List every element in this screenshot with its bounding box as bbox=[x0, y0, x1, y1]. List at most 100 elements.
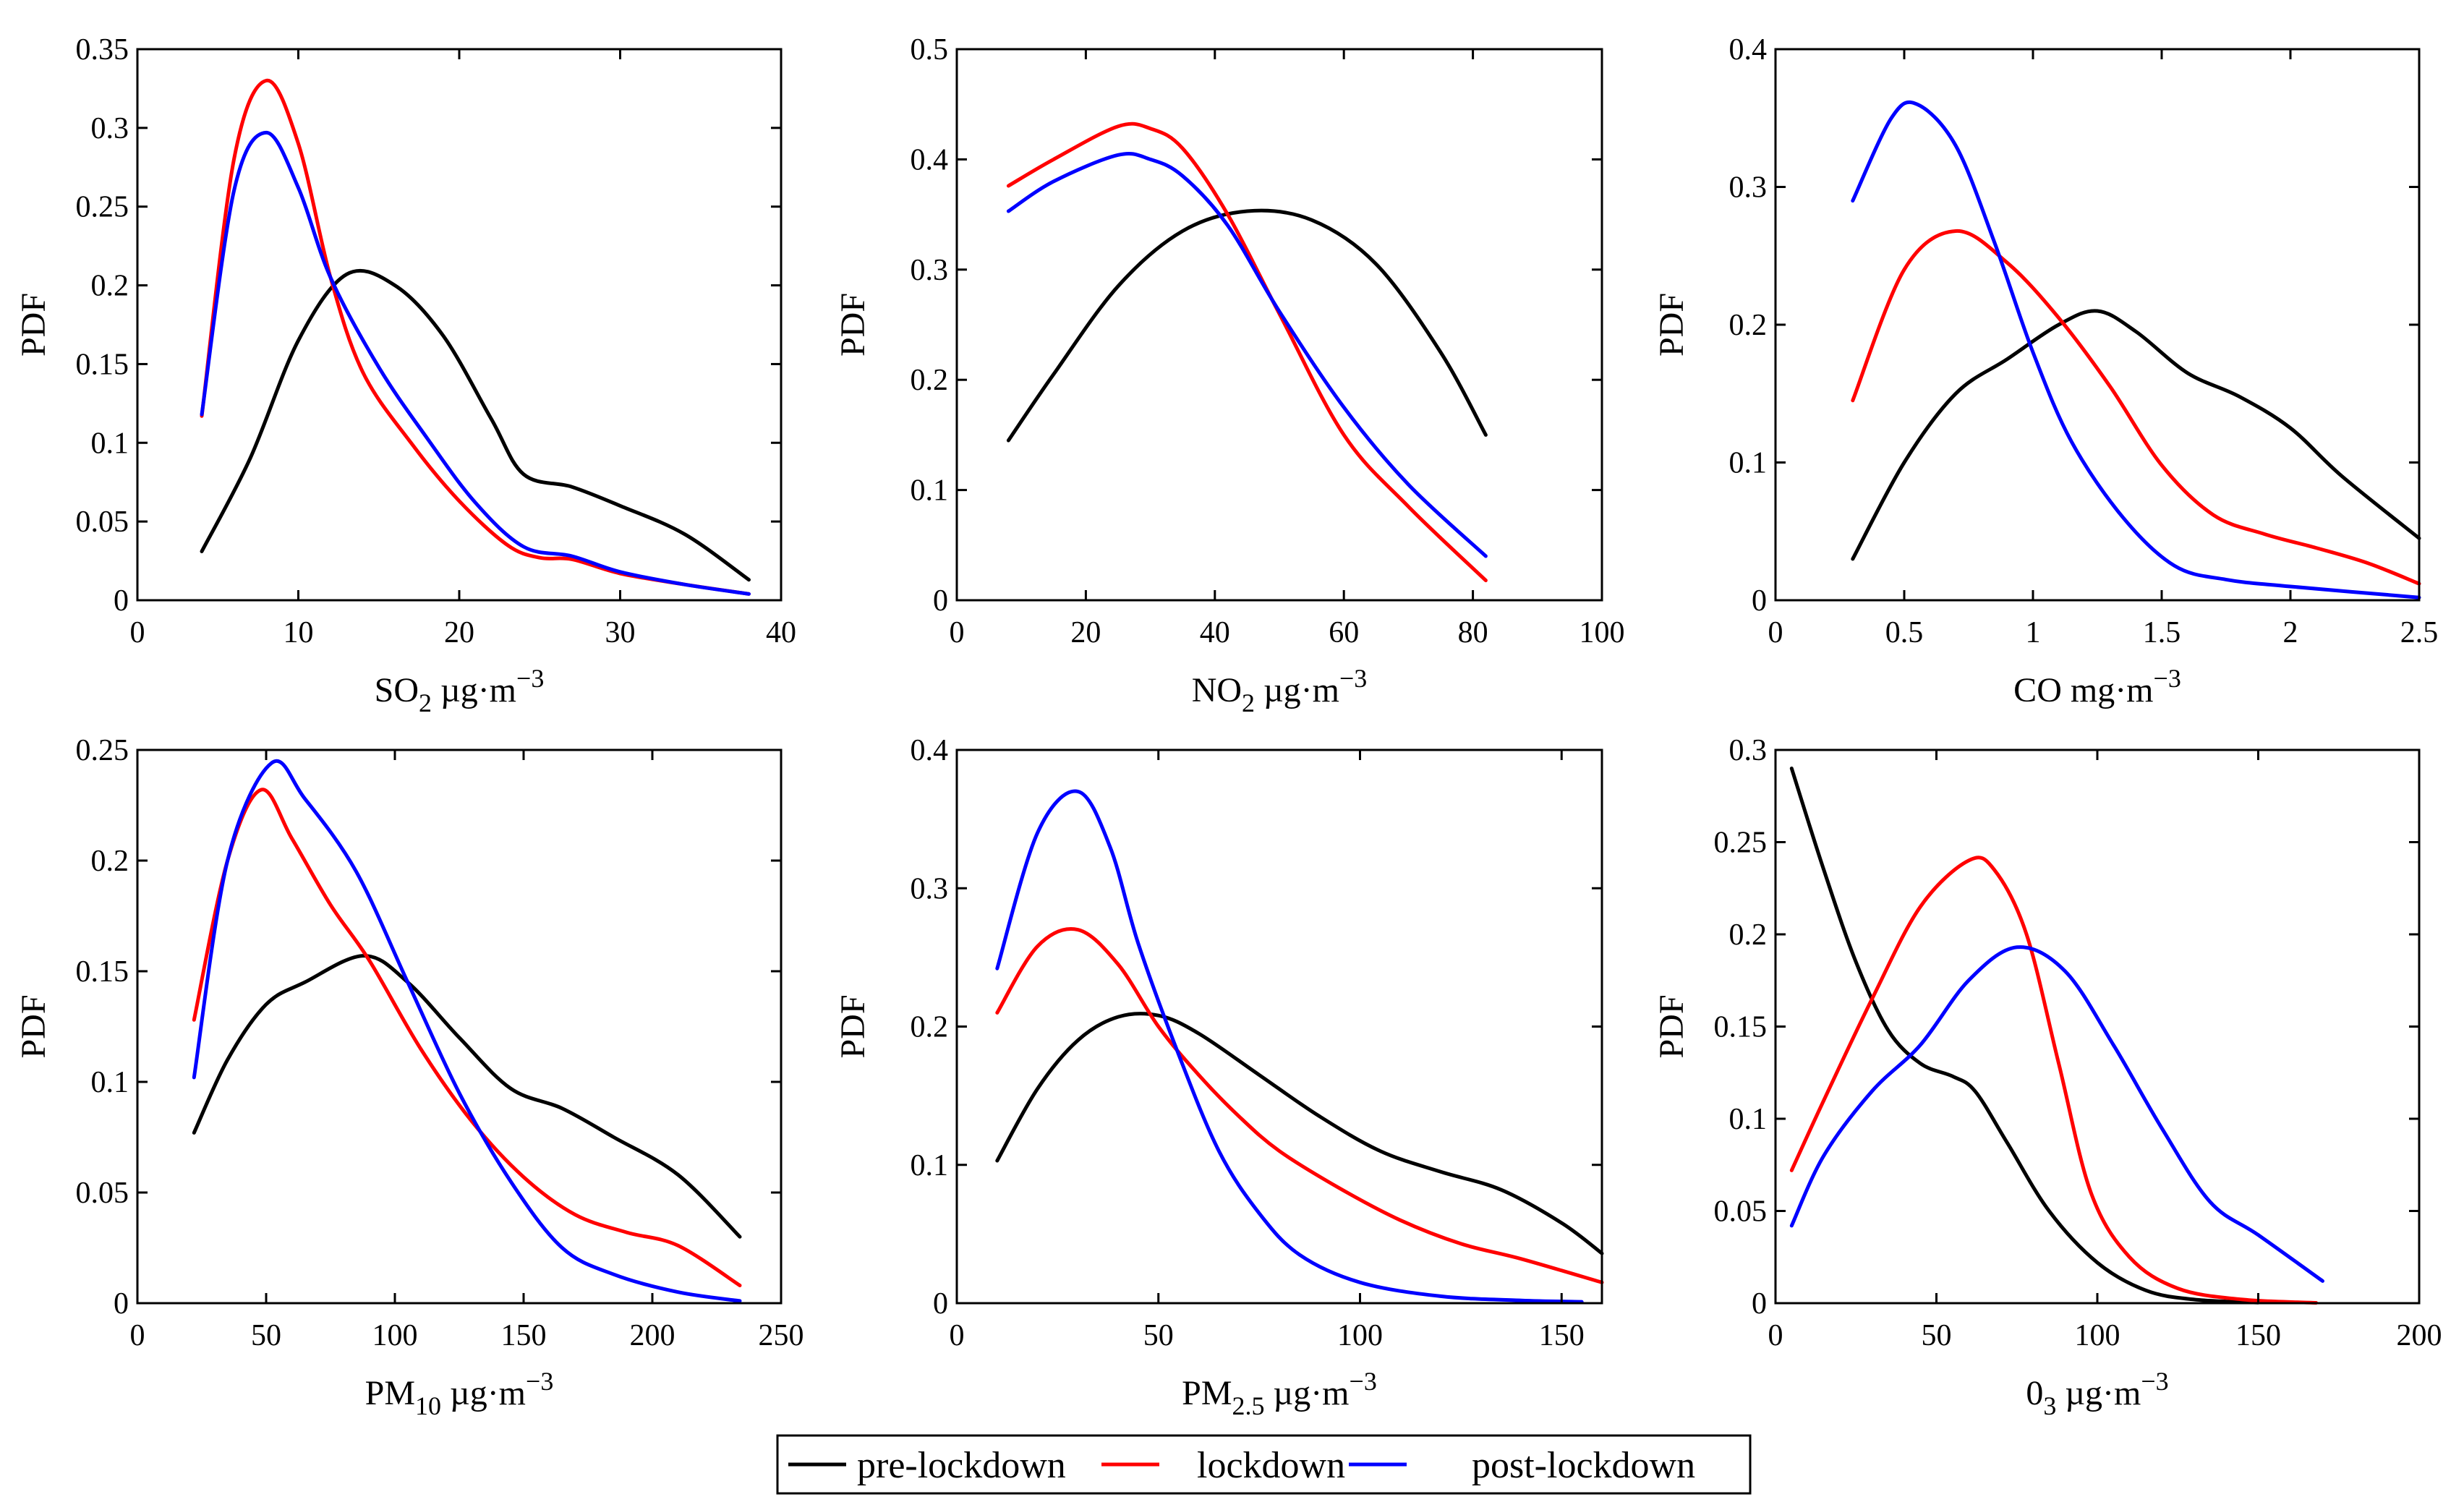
y-tick-label: 0.3 bbox=[911, 872, 949, 905]
y-tick-label: 0.2 bbox=[91, 270, 129, 303]
x-tick-label: 30 bbox=[605, 616, 636, 649]
x-tick-label: 1 bbox=[2026, 616, 2041, 649]
chart-no2: 0 20 40 60 80 100 0 0.1 0.2 0.3 0.4 0.5 PDF NO2 µg·m−… bbox=[834, 33, 1625, 717]
y-tick-label: 0.3 bbox=[911, 254, 949, 287]
y-tick-label: 0.15 bbox=[76, 955, 129, 989]
y-axis-label: PDF bbox=[834, 293, 872, 357]
y-tick-label: 0.35 bbox=[76, 33, 129, 67]
y-tick-label: 0.25 bbox=[1714, 827, 1768, 860]
x-tick-label: 20 bbox=[1070, 616, 1101, 649]
y-tick-label: 0 bbox=[114, 584, 129, 618]
y-tick-label: 0.3 bbox=[91, 112, 129, 145]
y-axis-label: PDF bbox=[1653, 293, 1691, 357]
x-tick-label: 100 bbox=[1337, 1319, 1383, 1352]
y-tick-label: 0.25 bbox=[76, 734, 129, 767]
y-tick-label: 0.2 bbox=[911, 364, 949, 397]
x-tick-label: 20 bbox=[444, 616, 474, 649]
x-tick-label: 0 bbox=[130, 1319, 145, 1352]
x-tick-label: 0 bbox=[950, 616, 965, 649]
y-tick-label: 0.2 bbox=[1729, 918, 1768, 952]
x-tick-label: 0 bbox=[1768, 1319, 1783, 1352]
plot-frame bbox=[955, 748, 1603, 1305]
series-line-post-lockdown bbox=[200, 130, 751, 596]
legend-label: pre-lockdown bbox=[857, 1445, 1066, 1486]
legend-label: lockdown bbox=[1197, 1445, 1345, 1486]
x-label-superscript: −3 bbox=[1350, 1367, 1377, 1396]
y-tick-label: 0.4 bbox=[911, 734, 949, 767]
x-label-main: PM bbox=[1182, 1374, 1232, 1412]
x-tick-label: 200 bbox=[630, 1319, 675, 1352]
x-axis-label: CO mg·m−3 bbox=[2013, 664, 2181, 709]
x-label-unit: µg·m bbox=[1255, 671, 1339, 709]
x-label-unit: µg·m bbox=[2056, 1374, 2141, 1412]
y-tick-label: 0.1 bbox=[911, 1149, 949, 1182]
chart-pm25: 0 50 100 150 0 0.1 0.2 0.3 0.4 PDF PM2.5 µg·m−3 bbox=[834, 734, 1604, 1420]
series-line-pre-lockdown bbox=[192, 954, 742, 1239]
x-tick-label: 0 bbox=[1768, 616, 1783, 649]
y-tick-label: 0.5 bbox=[911, 33, 949, 67]
chart-o3: 0 50 100 150 200 0 0.05 0.1 0.15 0.2 0.25 0.3 PDF 03 … bbox=[1653, 734, 2442, 1420]
legend: pre-lockdown lockdown post-lockdown bbox=[776, 1434, 1752, 1495]
x-tick-label: 100 bbox=[1580, 616, 1625, 649]
y-axis-label: PDF bbox=[14, 293, 53, 357]
y-tick-label: 0.2 bbox=[91, 845, 129, 878]
x-label-superscript: −3 bbox=[516, 664, 544, 693]
x-tick-label: 50 bbox=[1143, 1319, 1174, 1352]
series-line-pre-lockdown bbox=[1006, 208, 1488, 443]
x-tick-label: 0.5 bbox=[1885, 616, 1924, 649]
x-tick-label: 50 bbox=[251, 1319, 281, 1352]
x-label-main: 0 bbox=[2026, 1374, 2043, 1412]
series-line-pre-lockdown bbox=[1789, 767, 2260, 1305]
x-tick-label: 40 bbox=[1200, 616, 1230, 649]
chart-co: 0 0.5 1 1.5 2 2.5 0 0.1 0.2 0.3 0.4 PDF CO mg·m−3 bbox=[1653, 33, 2438, 709]
x-tick-label: 150 bbox=[501, 1319, 547, 1352]
y-axis-label: PDF bbox=[1653, 994, 1691, 1058]
x-tick-label: 150 bbox=[1539, 1319, 1585, 1352]
x-tick-label: 150 bbox=[2235, 1319, 2281, 1352]
series-line-lockdown bbox=[192, 788, 742, 1287]
x-axis-label: PM2.5 µg·m−3 bbox=[1182, 1367, 1377, 1420]
x-tick-label: 80 bbox=[1458, 616, 1488, 649]
x-tick-label: 250 bbox=[759, 1319, 804, 1352]
chart-so2: 0 10 20 30 40 0 0.05 0.1 0.15 0.2 0.25 0.3 0.35 PDF SO… bbox=[14, 33, 796, 717]
legend-item-post-lockdown: post-lockdown bbox=[1349, 1445, 1695, 1486]
x-axis-label: SO2 µg·m−3 bbox=[375, 664, 545, 717]
y-tick-label: 0.1 bbox=[1729, 1103, 1768, 1136]
x-label-unit: µg·m bbox=[1265, 1374, 1350, 1412]
x-tick-label: 2 bbox=[2283, 616, 2298, 649]
series-line-pre-lockdown bbox=[200, 268, 751, 582]
series-line-post-lockdown bbox=[192, 759, 742, 1303]
y-tick-label: 0.1 bbox=[91, 427, 129, 460]
y-tick-label: 0.05 bbox=[1714, 1195, 1768, 1229]
series-line-post-lockdown bbox=[1006, 151, 1488, 558]
y-tick-label: 0.05 bbox=[76, 1177, 129, 1210]
series-line-lockdown bbox=[1006, 121, 1488, 583]
x-tick-label: 0 bbox=[130, 616, 145, 649]
y-tick-label: 0.1 bbox=[1729, 447, 1768, 480]
x-label-subscript: 2.5 bbox=[1232, 1391, 1265, 1420]
x-label-superscript: −3 bbox=[2154, 664, 2181, 693]
x-label-subscript: 10 bbox=[415, 1391, 441, 1420]
x-tick-label: 10 bbox=[284, 616, 314, 649]
y-tick-label: 0.15 bbox=[76, 348, 129, 381]
x-tick-label: 100 bbox=[2075, 1319, 2120, 1352]
x-tick-label: 2.5 bbox=[2400, 616, 2439, 649]
x-tick-label: 50 bbox=[1922, 1319, 1952, 1352]
y-tick-label: 0 bbox=[933, 1287, 948, 1321]
x-label-unit: mg·m bbox=[2062, 671, 2154, 709]
y-tick-label: 0.1 bbox=[91, 1066, 129, 1099]
y-tick-label: 0 bbox=[1752, 584, 1767, 618]
plot-frame bbox=[136, 48, 783, 602]
x-label-main: NO bbox=[1192, 671, 1242, 709]
x-label-main: CO bbox=[2013, 671, 2062, 709]
x-label-unit: µg·m bbox=[432, 671, 516, 709]
x-label-main: PM bbox=[365, 1374, 415, 1412]
x-label-subscript: 2 bbox=[1242, 688, 1255, 717]
series-line-lockdown bbox=[1851, 229, 2421, 586]
x-label-unit: µg·m bbox=[441, 1374, 526, 1412]
series-line-post-lockdown bbox=[995, 789, 1584, 1304]
x-tick-label: 200 bbox=[2397, 1319, 2442, 1352]
chart-pm10: 0 50 100 150 200 250 0 0.05 0.1 0.15 0.2 0.25 PDF PM1… bbox=[14, 734, 804, 1420]
y-tick-label: 0.15 bbox=[1714, 1011, 1768, 1044]
